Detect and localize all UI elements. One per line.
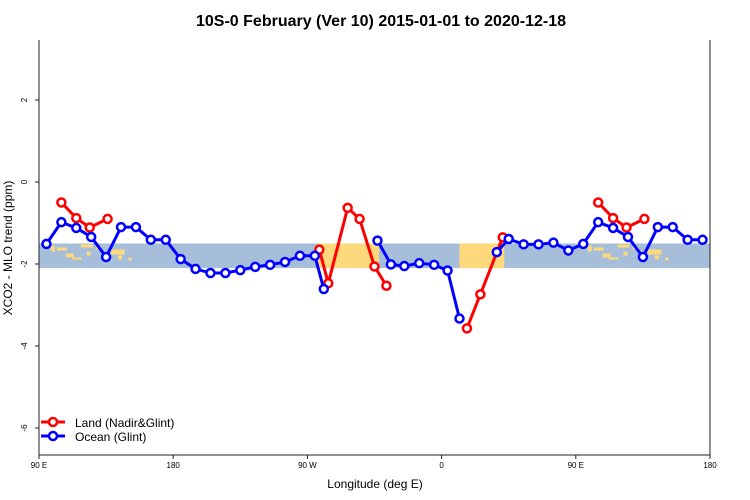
- island-patch: [128, 257, 132, 261]
- data-point-land: [71, 212, 82, 224]
- data-point-land: [342, 202, 353, 214]
- data-point-land: [592, 197, 604, 208]
- data-point-ocean: [190, 263, 201, 275]
- data-point-ocean: [667, 221, 678, 233]
- island-patch: [86, 251, 91, 256]
- x-tick-label: 180: [703, 461, 717, 470]
- island-patch: [602, 253, 611, 258]
- data-point-ocean: [548, 237, 559, 248]
- data-point-land: [354, 213, 365, 225]
- x-tick-label: 0: [439, 461, 444, 470]
- data-point-ocean: [385, 259, 397, 270]
- data-point-ocean: [56, 216, 67, 228]
- data-point-land: [621, 222, 632, 233]
- data-point-ocean: [491, 246, 503, 258]
- island-patch: [80, 244, 93, 248]
- x-tick-label: 90 E: [31, 461, 47, 470]
- island-patch: [593, 247, 604, 251]
- data-point-ocean: [264, 259, 276, 271]
- data-point-ocean: [682, 234, 693, 246]
- y-tick-label: 0: [20, 179, 29, 184]
- series-line-land: [597, 201, 646, 230]
- data-point-ocean: [697, 234, 708, 246]
- data-point-ocean: [318, 283, 330, 295]
- y-tick-label: -4: [20, 342, 29, 350]
- y-tick-label: 2: [20, 97, 29, 102]
- data-point-ocean: [533, 239, 544, 250]
- series-layer: [41, 197, 708, 334]
- x-axis-label: Longitude (deg E): [327, 477, 422, 491]
- data-point-ocean: [652, 221, 664, 233]
- island-patch: [71, 257, 82, 260]
- data-point-ocean: [309, 250, 321, 262]
- island-patch: [56, 247, 67, 251]
- island-patch: [587, 245, 592, 252]
- data-point-ocean: [518, 239, 529, 250]
- island-patch: [623, 251, 628, 256]
- y-axis-label: XCO2 - MLO trend (ppm): [1, 181, 15, 316]
- legend-ocean-label: Ocean (Glint): [75, 430, 146, 444]
- data-point-ocean: [130, 221, 142, 233]
- island-patch: [50, 245, 55, 252]
- data-point-ocean: [592, 216, 604, 228]
- data-point-ocean: [235, 264, 246, 276]
- x-tick-label: 180: [167, 461, 181, 470]
- legend-land-marker: [47, 416, 59, 428]
- data-point-ocean: [71, 222, 82, 234]
- island-patch: [118, 255, 123, 260]
- legend: Land (Nadir&Glint) Ocean (Glint): [41, 416, 174, 444]
- data-point-land: [639, 213, 650, 225]
- data-point-ocean: [413, 257, 425, 269]
- data-point-ocean: [115, 221, 127, 233]
- data-point-land: [56, 197, 67, 208]
- island-patch: [665, 257, 669, 261]
- data-point-ocean: [41, 238, 52, 250]
- data-point-ocean: [454, 313, 465, 324]
- data-point-ocean: [428, 259, 440, 271]
- data-point-ocean: [578, 238, 589, 250]
- data-point-ocean: [160, 234, 171, 246]
- data-point-ocean: [442, 265, 453, 276]
- data-point-ocean: [294, 250, 306, 262]
- island-patch: [654, 255, 659, 260]
- data-point-ocean: [100, 251, 112, 263]
- legend-ocean-marker: [47, 430, 59, 442]
- island-patch: [647, 249, 662, 255]
- island-patch: [110, 249, 125, 255]
- data-point-ocean: [399, 260, 410, 272]
- data-point-land: [84, 222, 95, 233]
- data-point-ocean: [637, 251, 649, 263]
- data-point-ocean: [85, 231, 97, 243]
- data-point-land: [475, 289, 486, 300]
- data-point-ocean: [145, 234, 157, 246]
- axes: 90 E 180 90 W 0 90 E 180 2 0 -2 -4 -6: [20, 40, 717, 470]
- island-patch: [617, 244, 630, 248]
- legend-land-label: Land (Nadir&Glint): [75, 416, 174, 430]
- island-patch: [65, 253, 74, 258]
- data-point-land: [381, 280, 392, 291]
- data-point-ocean: [249, 261, 261, 273]
- x-tick-label: 90 E: [568, 461, 584, 470]
- data-point-ocean: [220, 267, 231, 279]
- y-tick-label: -6: [20, 424, 29, 432]
- data-point-ocean: [175, 253, 186, 265]
- data-point-land: [102, 213, 113, 225]
- data-point-ocean: [607, 222, 619, 234]
- series-line-land: [60, 201, 109, 230]
- x-tick-label: 90 W: [298, 461, 317, 470]
- data-point-land: [369, 261, 380, 272]
- data-point-ocean: [622, 231, 634, 243]
- y-tick-label: -2: [20, 260, 29, 268]
- chart-title: 10S-0 February (Ver 10) 2015-01-01 to 20…: [196, 13, 566, 30]
- island-patch: [608, 257, 619, 260]
- data-point-ocean: [372, 235, 383, 246]
- data-point-land: [461, 323, 473, 334]
- data-point-ocean: [205, 267, 216, 279]
- data-point-ocean: [563, 245, 574, 256]
- data-point-ocean: [503, 233, 514, 245]
- data-point-land: [607, 212, 619, 224]
- data-point-ocean: [279, 256, 291, 268]
